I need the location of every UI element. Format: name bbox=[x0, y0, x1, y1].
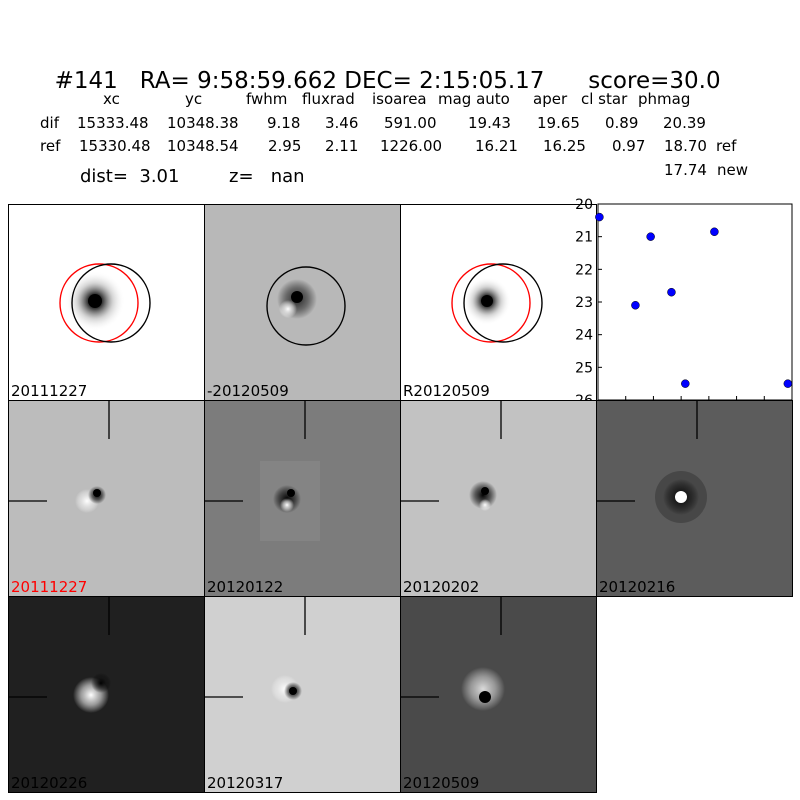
candidate-score: score=30.0 bbox=[588, 68, 721, 94]
cutout-image bbox=[401, 597, 505, 711]
cutout-image bbox=[597, 401, 707, 523]
extra-note: new bbox=[717, 161, 749, 179]
panel-label: 20120122 bbox=[207, 578, 284, 596]
cutout-panel-difference: -20120509 bbox=[204, 204, 401, 401]
cell-dif-fluxrad: 3.46 bbox=[325, 114, 359, 132]
data-point bbox=[631, 301, 640, 310]
col-header-phmag: phmag bbox=[638, 90, 691, 108]
black-circle bbox=[266, 266, 346, 346]
history-panel-20111227: 20111227 bbox=[8, 400, 205, 597]
black-circle bbox=[463, 263, 543, 343]
cell-ref-cl-star: 0.97 bbox=[612, 137, 646, 155]
cell-dif-isoarea: 591.00 bbox=[384, 114, 437, 132]
cell-dif-yc: 10348.38 bbox=[167, 114, 239, 132]
cell-ref-yc: 10348.54 bbox=[167, 137, 239, 155]
history-panel-20120317: 20120317 bbox=[204, 596, 401, 793]
data-point bbox=[710, 227, 719, 237]
cell-dif-fwhm: 9.18 bbox=[267, 114, 301, 132]
history-panel-20120216: 20120216 bbox=[596, 400, 793, 597]
candidate-coords: RA= 9:58:59.662 DEC= 2:15:05.17 bbox=[139, 68, 545, 94]
cell-ref-fwhm: 2.95 bbox=[268, 137, 302, 155]
cell-ref-xc: 15330.48 bbox=[79, 137, 151, 155]
extra-phmag: 17.74 bbox=[664, 161, 707, 179]
cell-ref-mag-auto: 16.21 bbox=[475, 137, 518, 155]
cutout-image bbox=[401, 401, 502, 511]
cutout-image bbox=[9, 401, 110, 513]
cutout-image bbox=[451, 263, 543, 343]
row-label-dif: dif bbox=[40, 114, 59, 132]
panel-label: 20120202 bbox=[403, 578, 480, 596]
row-label-ref: ref bbox=[40, 137, 61, 155]
col-header-aper: aper bbox=[533, 90, 568, 108]
col-header-fluxrad: fluxrad bbox=[302, 90, 355, 108]
history-panel-20120226: 20120226 bbox=[8, 596, 205, 793]
cell-dif-phmag: 20.39 bbox=[663, 114, 706, 132]
col-header-yc: yc bbox=[185, 90, 203, 108]
cell-ref-isoarea: 1226.00 bbox=[380, 137, 443, 155]
y-tick-label: 23 bbox=[575, 295, 593, 311]
candidate-title: #141 RA= 9:58:59.662 DEC= 2:15:05.17 sco… bbox=[40, 42, 721, 94]
data-point bbox=[667, 287, 676, 297]
cell-ref-fluxrad: 2.11 bbox=[325, 137, 359, 155]
cell-dif-cl-star: 0.89 bbox=[605, 114, 639, 132]
history-panel-20120202: 20120202 bbox=[400, 400, 597, 597]
cutout-image bbox=[205, 401, 320, 541]
data-point bbox=[646, 232, 655, 241]
red-circle bbox=[451, 263, 531, 343]
y-tick-label: 21 bbox=[575, 230, 593, 246]
z-value: z= nan bbox=[229, 166, 305, 187]
light-curve-plot: 02040608010012020212223242526 bbox=[575, 197, 793, 421]
cell-dif-xc: 15333.48 bbox=[77, 114, 149, 132]
y-tick-label: 22 bbox=[575, 262, 593, 278]
cell-dif-aper: 19.65 bbox=[537, 114, 580, 132]
plot-frame bbox=[597, 203, 793, 401]
panel-label: 20111227 bbox=[11, 382, 88, 400]
data-point bbox=[681, 379, 690, 388]
col-header-isoarea: isoarea bbox=[372, 90, 427, 108]
data-point bbox=[783, 379, 793, 388]
cell-ref-phmag: 18.70 bbox=[664, 137, 707, 155]
candidate-id: #141 bbox=[54, 68, 118, 94]
cutout-image bbox=[266, 266, 346, 346]
y-tick-label: 24 bbox=[575, 328, 593, 344]
panel-label: 20120216 bbox=[599, 578, 676, 596]
cell-ref-note: ref bbox=[716, 137, 737, 155]
col-header-cl-star: cl star bbox=[581, 90, 628, 108]
col-header-xc: xc bbox=[103, 90, 120, 108]
history-panel-20120509: 20120509 bbox=[400, 596, 597, 793]
cell-dif-mag-auto: 19.43 bbox=[468, 114, 511, 132]
red-circle bbox=[59, 263, 139, 343]
history-panel-20120122: 20120122 bbox=[204, 400, 401, 597]
cutout-image bbox=[59, 263, 151, 343]
cutout-image bbox=[9, 597, 111, 713]
dist-value: dist= 3.01 bbox=[80, 166, 180, 187]
cutout-panel-reference: 20111227 bbox=[8, 204, 205, 401]
black-circle bbox=[71, 263, 151, 343]
cell-ref-aper: 16.25 bbox=[543, 137, 586, 155]
y-tick-label: 20 bbox=[575, 197, 593, 213]
col-header-fwhm: fwhm bbox=[246, 90, 288, 108]
panel-label: R20120509 bbox=[403, 382, 490, 400]
panel-label: 20111227 bbox=[11, 578, 88, 596]
cutout-image bbox=[205, 597, 306, 703]
panel-label: 20120226 bbox=[11, 774, 88, 792]
y-tick-label: 25 bbox=[575, 360, 593, 376]
data-point bbox=[595, 212, 604, 222]
panel-label: -20120509 bbox=[207, 382, 289, 400]
cutout-panel-ref-image: R20120509 bbox=[400, 204, 597, 401]
panel-label: 20120509 bbox=[403, 774, 480, 792]
panel-label: 20120317 bbox=[207, 774, 284, 792]
col-header-mag-auto: mag auto bbox=[438, 90, 510, 108]
